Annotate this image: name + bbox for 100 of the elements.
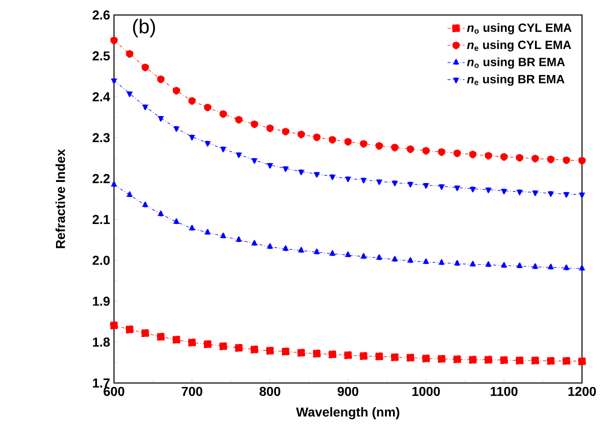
point xyxy=(531,154,540,162)
point xyxy=(110,36,118,44)
point xyxy=(391,180,398,187)
legend-label: n$_{o}$ using CYL EMA xyxy=(467,23,572,34)
point xyxy=(516,190,524,196)
point xyxy=(250,240,258,246)
point xyxy=(141,63,150,72)
point xyxy=(297,130,306,138)
point xyxy=(328,174,336,180)
point xyxy=(562,264,570,270)
point xyxy=(110,78,118,84)
point xyxy=(266,162,274,169)
point xyxy=(500,152,508,161)
point xyxy=(546,357,555,365)
y-tick-label: 2.4 xyxy=(92,92,110,102)
point xyxy=(422,183,430,189)
point xyxy=(422,258,430,264)
point xyxy=(547,191,554,198)
point xyxy=(438,258,446,265)
point xyxy=(375,352,384,360)
point xyxy=(204,228,212,235)
point xyxy=(578,156,586,164)
point xyxy=(376,254,383,260)
point xyxy=(266,346,274,355)
x-tick-label: 1100 xyxy=(490,386,518,396)
point xyxy=(235,152,242,158)
point xyxy=(484,356,492,364)
point xyxy=(219,110,228,118)
point xyxy=(344,251,352,258)
point xyxy=(234,116,243,124)
point xyxy=(375,142,384,150)
point xyxy=(454,260,461,266)
point xyxy=(500,262,508,268)
point xyxy=(516,356,524,364)
y-tick-label: 2.0 xyxy=(92,256,110,265)
y-tick-label: 2.5 xyxy=(92,51,110,60)
point xyxy=(298,246,305,253)
point xyxy=(204,140,212,147)
point xyxy=(360,352,368,360)
point xyxy=(110,180,118,187)
point xyxy=(422,354,430,362)
y-tick-label: 2.1 xyxy=(92,214,110,224)
point xyxy=(188,338,196,346)
point xyxy=(578,264,586,271)
point xyxy=(142,104,149,110)
point xyxy=(344,138,352,146)
point xyxy=(266,242,274,249)
x-tick-label: 900 xyxy=(338,386,358,396)
point xyxy=(282,128,290,136)
legend-label: n$_{o}$ using BR EMA xyxy=(467,57,565,69)
point xyxy=(360,178,368,184)
point xyxy=(500,188,508,195)
point xyxy=(313,172,320,178)
point xyxy=(453,355,462,364)
point xyxy=(391,256,398,262)
point xyxy=(468,356,477,364)
point xyxy=(562,192,570,198)
point xyxy=(250,120,258,128)
point xyxy=(406,145,414,154)
point xyxy=(235,236,242,242)
point xyxy=(219,342,228,350)
x-tick-label: 800 xyxy=(260,386,280,396)
point xyxy=(172,336,180,344)
x-tick-label: 1200 xyxy=(568,386,596,396)
point xyxy=(142,201,149,208)
point xyxy=(328,136,336,144)
point xyxy=(328,350,336,358)
point xyxy=(532,190,539,196)
annotation: (b) xyxy=(133,18,155,38)
point xyxy=(532,262,539,269)
point xyxy=(298,170,305,176)
point xyxy=(406,182,414,188)
point xyxy=(562,156,570,164)
point xyxy=(282,348,290,356)
point xyxy=(453,149,462,158)
legend-label: n$_{e}$ using CYL EMA xyxy=(467,40,572,52)
point xyxy=(126,50,134,58)
point xyxy=(282,244,290,251)
point xyxy=(500,356,508,364)
point xyxy=(188,224,196,231)
point xyxy=(313,248,320,254)
point xyxy=(422,146,430,155)
point xyxy=(516,262,524,268)
point xyxy=(376,179,383,186)
point xyxy=(438,184,446,190)
point xyxy=(188,134,196,141)
point xyxy=(469,260,476,267)
point xyxy=(484,260,492,267)
point xyxy=(234,344,243,352)
y-tick-label: 2.6 xyxy=(92,10,110,20)
point xyxy=(546,155,555,164)
point xyxy=(312,133,321,142)
point xyxy=(390,144,399,152)
point xyxy=(578,357,586,366)
y-tick-label: 2.3 xyxy=(92,133,110,142)
point xyxy=(312,350,321,358)
point xyxy=(547,263,554,270)
point xyxy=(454,185,461,192)
point xyxy=(157,210,164,216)
point xyxy=(297,348,306,357)
